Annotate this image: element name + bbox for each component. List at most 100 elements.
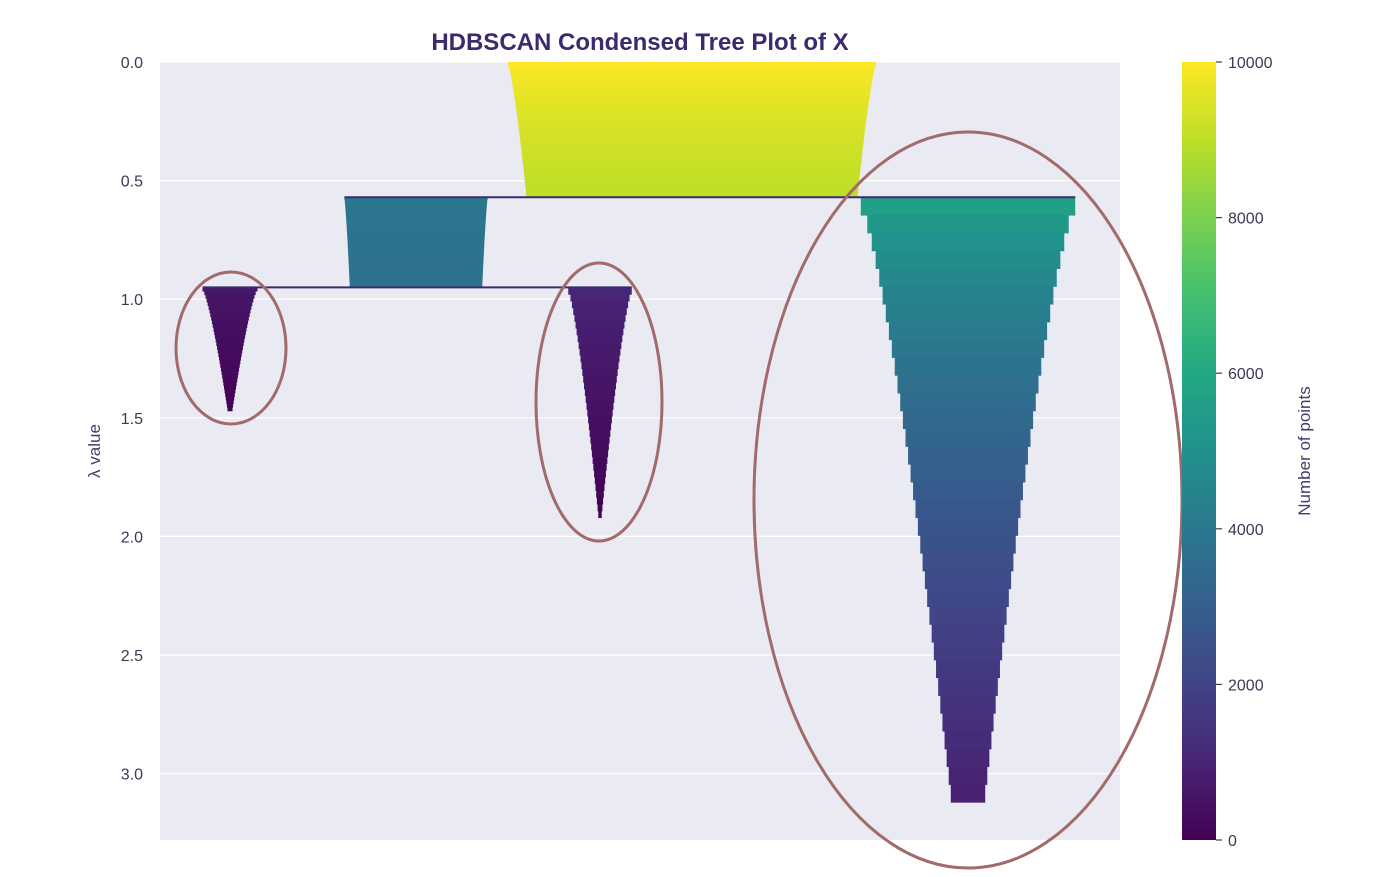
y-tick-label: 2.5: [121, 648, 143, 665]
branch-segment: [522, 161, 862, 166]
branch-segment: [888, 321, 1048, 341]
branch-segment: [938, 677, 998, 696]
colorbar-tick-label: 4000: [1228, 522, 1264, 539]
branch-segment: [581, 361, 619, 370]
branch-segment: [867, 214, 1069, 234]
branch-segment: [520, 141, 864, 147]
chart-title: HDBSCAN Condensed Tree Plot of X: [431, 29, 848, 56]
branch-segment: [349, 268, 483, 273]
branch-segment: [902, 410, 1034, 430]
branch-segment: [942, 713, 994, 732]
split-lines: [202, 196, 1076, 289]
y-tick-label: 0.5: [121, 174, 143, 191]
branch-segment: [522, 157, 862, 163]
branch-segment: [345, 210, 487, 214]
branch-segment: [511, 73, 873, 79]
colorbar-tick-label: 6000: [1228, 366, 1264, 383]
branch-segment: [929, 606, 1007, 625]
branch-segment: [879, 268, 1057, 287]
branch-segment: [577, 334, 623, 343]
branch-segment: [578, 341, 622, 349]
branch-segment: [598, 510, 602, 519]
branch-small-left: [202, 287, 258, 412]
branch-segment: [523, 165, 861, 170]
y-axis-label: λ value: [85, 424, 104, 478]
branch-segment: [589, 429, 611, 437]
colorbar-label: Number of points: [1295, 386, 1314, 515]
branch-segment: [349, 284, 483, 288]
branch-segment: [212, 323, 248, 328]
colorbar-tick-label: 8000: [1228, 211, 1264, 228]
branch-segment: [344, 199, 488, 204]
branch-segment: [905, 428, 1031, 447]
branch-segment: [205, 294, 255, 299]
branch-segment: [587, 409, 613, 417]
branch-segment: [584, 382, 616, 390]
branch-segment: [860, 197, 1076, 216]
branch-segment: [588, 422, 612, 431]
branch-segment: [346, 226, 486, 230]
branch-segment: [516, 105, 868, 111]
branch-segment: [574, 314, 626, 322]
branch-segment: [346, 215, 486, 220]
branch-segment: [513, 89, 871, 95]
branch-segment: [514, 97, 870, 103]
branch-segment: [948, 766, 988, 785]
branch-segment: [526, 193, 858, 198]
branch-segment: [347, 244, 485, 249]
branch-segment: [214, 330, 246, 336]
branch-segment: [344, 197, 488, 201]
branch-segment: [348, 266, 484, 270]
branch-segment: [207, 301, 253, 307]
selection-ellipse: [534, 261, 664, 543]
branch-segment: [931, 624, 1005, 643]
branch-segment: [348, 255, 484, 259]
branch-segment: [875, 250, 1061, 269]
branch-segment: [348, 252, 484, 257]
branch-segment: [582, 368, 618, 376]
branch-segment: [348, 260, 484, 265]
branch-segment: [210, 312, 250, 317]
branch-segment: [217, 349, 243, 354]
branch-segment: [585, 395, 615, 403]
branch-segment: [223, 381, 237, 386]
branch-segment: [891, 339, 1045, 358]
branch-segment: [348, 258, 484, 262]
branch-segment: [213, 327, 247, 332]
branch-small-middle: [568, 287, 632, 519]
branch-segment: [224, 388, 236, 394]
branch-segment: [591, 449, 609, 458]
branch-segment: [593, 463, 607, 471]
branch-segment: [209, 309, 251, 314]
branch-segment: [345, 205, 487, 209]
branch-segment: [573, 307, 627, 316]
y-tick-labels: 0.0 0.5 1.0 1.5 2.0 2.5 3.0: [121, 55, 143, 784]
branch-segment: [348, 250, 484, 254]
branch-segment: [222, 374, 238, 379]
branch-segment: [215, 338, 245, 343]
branch-segment: [349, 276, 483, 280]
branch-left-parent: [344, 197, 488, 288]
branch-segment: [513, 85, 871, 91]
branch-segment: [218, 352, 242, 357]
branch-segment: [514, 93, 870, 99]
branch-segment: [517, 113, 867, 119]
branch-segment: [525, 189, 859, 194]
branch-segment: [897, 375, 1039, 394]
branch-segment: [525, 185, 859, 190]
branch-segment: [208, 305, 252, 310]
branch-segment: [349, 274, 483, 278]
colorbar-tick-label: 0: [1228, 833, 1237, 850]
branch-segment: [596, 497, 604, 505]
branch-segment: [882, 286, 1054, 305]
branch-segment: [509, 65, 875, 71]
branch-segment: [590, 436, 610, 444]
branch-segment: [508, 62, 876, 67]
branch-segment: [920, 535, 1016, 554]
branch-segment: [349, 282, 483, 286]
branch-segment: [346, 229, 486, 233]
branch-segment: [347, 234, 485, 238]
branch-segment: [521, 145, 863, 151]
branch-segment: [512, 81, 872, 87]
